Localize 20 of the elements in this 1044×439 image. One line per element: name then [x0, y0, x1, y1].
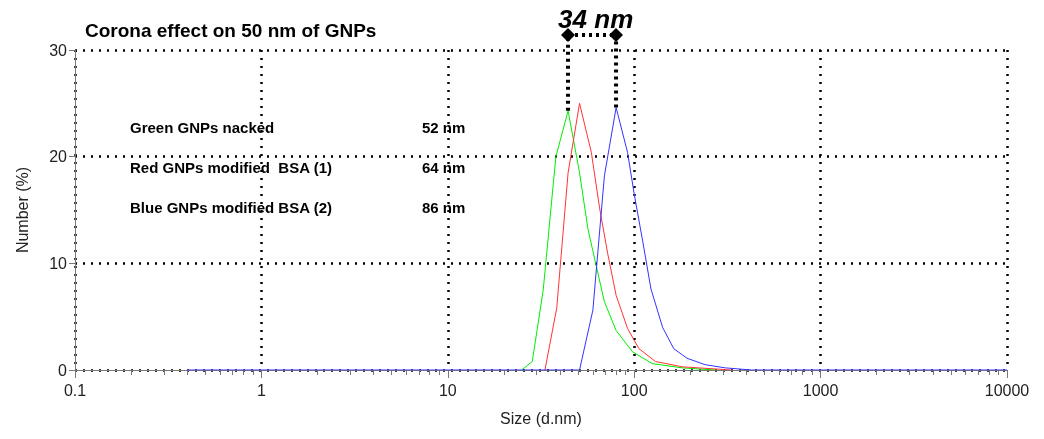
annotation: Red GNPs modified BSA (1) — [130, 159, 332, 176]
annotation: 52 nm — [422, 119, 466, 136]
x-tick-label: 1000 — [802, 381, 839, 399]
text: 34 nm — [558, 4, 634, 35]
y-tick-label: 30 — [49, 41, 68, 59]
annotation: 64 nm — [422, 159, 466, 176]
y-tick-label: 10 — [49, 254, 68, 272]
y-tick-label: 0 — [58, 361, 68, 379]
chart-title: Corona effect on 50 nm of GNPs — [85, 20, 377, 41]
annotation: Green GNPs nacked — [130, 119, 275, 136]
x-axis-title: Size (d.nm) — [500, 409, 582, 427]
x-tick-label: 1 — [256, 381, 266, 399]
y-axis-title: Number (%) — [13, 166, 31, 254]
annotation: 86 nm — [422, 199, 466, 216]
y-tick-label: 20 — [49, 148, 68, 166]
x-tick-label: 100 — [620, 381, 648, 399]
x-tick-label: 10000 — [984, 381, 1030, 399]
x-tick-label: 10 — [438, 381, 457, 399]
annotation: Blue GNPs modified BSA (2) — [130, 199, 332, 216]
x-tick-label: 0.1 — [63, 381, 87, 399]
